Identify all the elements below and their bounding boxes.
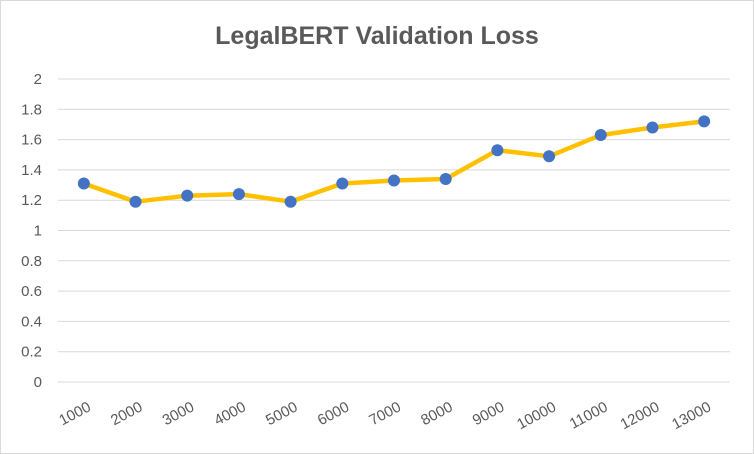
x-tick-label: 1000 [56, 399, 93, 430]
x-tick-label: 7000 [366, 399, 403, 430]
y-axis-tick-labels: 0 0.2 0.4 0.6 0.8 1 1.2 1.4 1.6 1.8 2 [21, 71, 42, 391]
y-tick-label: 1.4 [21, 162, 42, 179]
series-line [81, 119, 707, 204]
x-tick-label: 11000 [567, 399, 611, 433]
gridlines [58, 78, 730, 383]
data-point [646, 121, 659, 134]
chart-title: LegalBERT Validation Loss [215, 22, 539, 50]
data-point [336, 177, 349, 190]
y-tick-label: 1.2 [21, 192, 42, 209]
data-point [284, 195, 297, 208]
data-point [181, 189, 194, 202]
y-tick-label: 1 [34, 223, 42, 240]
x-tick-label: 10000 [514, 399, 559, 434]
y-tick-label: 0.4 [21, 313, 42, 330]
x-tick-label: 2000 [108, 399, 145, 430]
y-tick-label: 1.6 [21, 132, 42, 149]
data-point [232, 188, 245, 201]
y-tick-label: 2 [34, 71, 42, 88]
series-loss [77, 115, 711, 208]
data-point [439, 172, 452, 185]
x-tick-label: 9000 [470, 399, 507, 430]
data-point [388, 174, 400, 187]
y-tick-label: 0.2 [21, 344, 42, 361]
data-point [698, 115, 711, 128]
data-point [594, 129, 607, 142]
x-axis-tick-labels: 1000 2000 3000 4000 5000 6000 7000 8000 9000 1000… [56, 399, 714, 434]
x-tick-label: 12000 [618, 399, 663, 434]
x-tick-label: 6000 [315, 399, 352, 430]
y-tick-label: 0.8 [21, 253, 42, 270]
y-tick-label: 0.6 [21, 283, 42, 300]
x-tick-label: 3000 [160, 399, 197, 430]
x-tick-label: 4000 [211, 399, 248, 430]
data-point [491, 144, 504, 157]
x-tick-label: 13000 [669, 399, 714, 434]
data-point [129, 195, 142, 208]
x-tick-label: 8000 [418, 399, 455, 430]
x-tick-label: 5000 [263, 399, 300, 430]
y-tick-label: 0 [34, 374, 42, 391]
y-tick-label: 1.8 [21, 101, 42, 118]
data-point [77, 177, 90, 190]
data-point [543, 150, 556, 163]
